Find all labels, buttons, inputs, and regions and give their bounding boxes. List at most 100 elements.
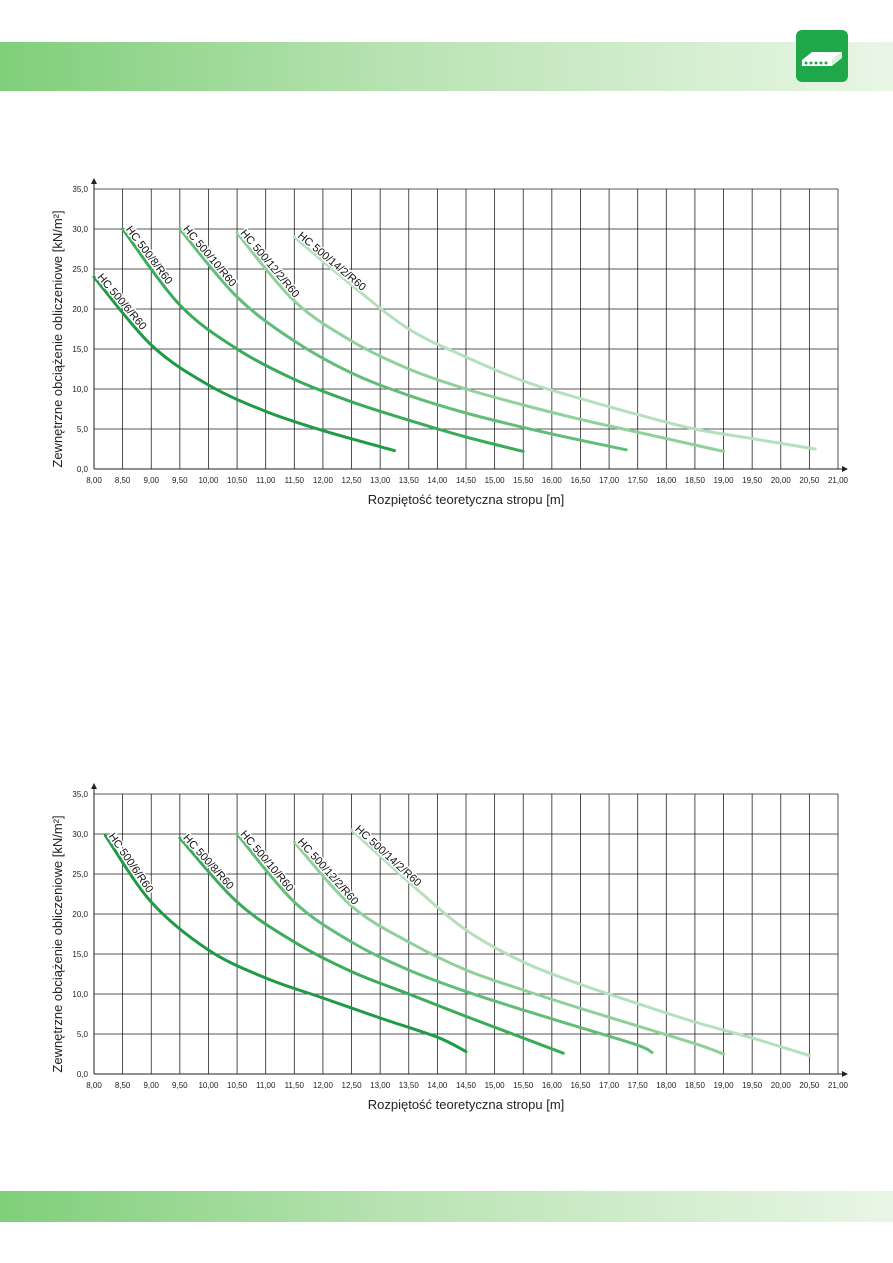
x-tick-label: 15,50 [513,1081,534,1090]
series-label: HC 500/6/R60 [106,831,155,895]
x-tick-label: 14,50 [456,1081,477,1090]
x-tick-label: 13,50 [399,476,420,485]
x-tick-label: 11,50 [285,476,305,485]
x-tick-label: 16,00 [542,1081,563,1090]
series-label: HC 500/14/2/R60 [295,230,368,294]
x-tick-label: 9,50 [172,1081,188,1090]
x-tick-label: 10,00 [198,1081,219,1090]
x-tick-label: 12,50 [342,476,363,485]
y-tick-label: 20,0 [72,305,88,314]
x-axis-arrow [842,466,848,472]
series-line [235,231,726,453]
y-tick-label: 25,0 [72,265,88,274]
y-tick-label: 15,0 [72,345,88,354]
series-label: HC 500/10/R60 [180,223,238,289]
series-line [178,836,565,1055]
x-tick-label: 10,50 [227,1081,248,1090]
y-axis-title: Zewnętrzne obciążenie obliczeniowe [kN/m… [50,815,65,1072]
x-tick-label: 10,50 [227,476,248,485]
series-label: HC 500/10/R60 [238,828,296,894]
x-tick-label: 13,50 [399,1081,420,1090]
x-tick-label: 19,00 [714,476,735,485]
y-tick-label: 20,0 [72,910,88,919]
series-line [292,840,726,1056]
x-tick-label: 19,50 [742,476,763,485]
logo-badge [796,30,848,82]
y-tick-label: 10,0 [72,990,88,999]
x-tick-label: 14,50 [456,476,477,485]
series-label: HC 500/6/R60 [95,271,149,332]
x-tick-label: 16,00 [542,476,563,485]
x-tick-label: 20,50 [799,1081,820,1090]
x-axis-arrow [842,1071,848,1077]
series-label: HC 500/8/R60 [123,224,175,287]
x-tick-label: 9,50 [172,476,188,485]
y-axis-arrow [91,178,97,184]
x-tick-label: 11,50 [285,1081,305,1090]
load-span-chart-1: 8,00 8,50 9,00 9,50 10,00 10,50 11,00 11,50 12,0… [50,178,849,507]
x-tick-label: 8,00 [86,476,102,485]
x-tick-label: 15,00 [485,1081,506,1090]
series-line [121,227,525,453]
y-tick-label: 25,0 [72,870,88,879]
x-tick-label: 11,00 [256,1081,276,1090]
y-tick-label: 5,0 [77,425,89,434]
y-tick-label: 5,0 [77,1030,89,1039]
x-tick-label: 14,00 [427,1081,448,1090]
series-label: HC 500/12/2/R60 [295,836,361,907]
x-tick-label: 21,00 [828,1081,849,1090]
x-tick-label: 9,00 [143,1081,159,1090]
x-tick-label: 16,50 [570,476,591,485]
series-line [178,227,628,452]
series-line [235,832,654,1054]
x-tick-label: 8,00 [86,1081,102,1090]
x-tick-label: 17,50 [628,1081,649,1090]
x-tick-label: 20,00 [771,476,792,485]
x-tick-label: 17,50 [628,476,649,485]
x-tick-label: 21,00 [828,476,849,485]
y-tick-label: 15,0 [72,950,88,959]
series-line [92,275,396,453]
x-tick-label: 9,00 [143,476,159,485]
y-axis-title: Zewnętrzne obciążenie obliczeniowe [kN/m… [50,210,65,467]
x-axis-title: Rozpiętość teoretyczna stropu [m] [368,1097,565,1112]
y-tick-label: 30,0 [72,830,88,839]
load-span-chart-2: 8,00 8,50 9,00 9,50 10,00 10,50 11,00 11,50 12,0… [50,783,849,1112]
x-tick-label: 14,00 [427,476,448,485]
x-tick-label: 12,00 [313,1081,334,1090]
x-tick-label: 13,00 [370,1081,391,1090]
x-tick-label: 18,50 [685,1081,706,1090]
x-tick-label: 16,50 [570,1081,591,1090]
x-tick-label: 17,00 [599,476,620,485]
x-tick-label: 8,50 [115,476,131,485]
x-axis-title: Rozpiętość teoretyczna stropu [m] [368,492,565,507]
series-label: HC 500/12/2/R60 [238,227,302,300]
x-tick-label: 18,00 [656,476,677,485]
x-tick-label: 19,00 [714,1081,735,1090]
x-tick-label: 12,00 [313,476,334,485]
header-band [0,42,893,91]
series-line [103,834,468,1054]
x-tick-label: 12,50 [342,1081,363,1090]
y-tick-label: 0,0 [77,465,89,474]
x-tick-label: 10,00 [198,476,219,485]
y-tick-label: 35,0 [72,790,88,799]
x-tick-label: 15,50 [513,476,534,485]
x-tick-label: 20,50 [799,476,820,485]
y-tick-label: 30,0 [72,225,88,234]
x-tick-label: 20,00 [771,1081,792,1090]
y-tick-label: 35,0 [72,185,88,194]
y-axis-arrow [91,783,97,789]
footer-band [0,1191,893,1222]
series-line [350,828,811,1058]
x-tick-label: 15,00 [485,476,506,485]
x-tick-label: 17,00 [599,1081,620,1090]
hollow-core-slab-icon [802,52,842,66]
y-tick-label: 10,0 [72,385,88,394]
x-tick-label: 18,00 [656,1081,677,1090]
x-tick-label: 19,50 [742,1081,763,1090]
x-tick-label: 13,00 [370,476,391,485]
x-tick-label: 18,50 [685,476,706,485]
y-tick-label: 0,0 [77,1070,89,1079]
x-tick-label: 11,00 [256,476,276,485]
